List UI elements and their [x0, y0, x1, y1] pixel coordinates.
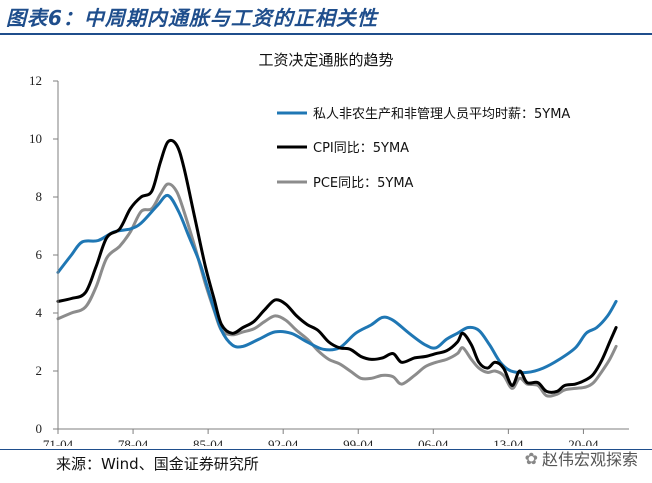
watermark-text: 赵伟宏观探索 [541, 450, 638, 469]
legend: 私人非农生产和非管理人员平均时薪：5YMA CPI同比：5YMA PCE同比：5YM… [277, 107, 570, 191]
y-tick-label: 2 [36, 363, 43, 378]
y-tick-label: 8 [36, 189, 43, 204]
y-tick-label: 0 [36, 421, 43, 436]
watermark: ✿ 赵伟宏观探索 [525, 446, 638, 470]
source-divider [0, 449, 652, 450]
series-line-cpi [56, 138, 618, 394]
title-underline [0, 33, 652, 35]
source-note: 来源：Wind、国金证券研究所 [56, 455, 259, 473]
y-tick-label: 6 [36, 247, 43, 262]
y-axis-ticks: 0 2 4 6 8 10 12 [29, 73, 58, 436]
legend-label-wages: 私人非农生产和非管理人员平均时薪：5YMA [313, 107, 570, 122]
axes: 71-04 78-04 85-04 92-04 99-04 06-04 13-04 20-04 [43, 81, 629, 446]
x-tick-label: 13-04 [493, 437, 524, 446]
series-lines [56, 138, 618, 398]
x-tick-label: 92-04 [268, 437, 299, 446]
x-tick-label: 06-04 [418, 437, 449, 446]
y-tick-label: 10 [29, 131, 42, 146]
x-tick-label: 99-04 [343, 437, 374, 446]
series-line-pce [56, 182, 618, 398]
series-line-wages [56, 193, 618, 375]
y-tick-label: 12 [29, 73, 42, 88]
x-tick-label: 85-04 [193, 437, 224, 446]
x-tick-label: 20-04 [568, 437, 599, 446]
legend-label-pce: PCE同比：5YMA [313, 176, 414, 191]
chart-title: 工资决定通胀的趋势 [258, 51, 393, 69]
y-tick-label: 4 [36, 305, 43, 320]
wechat-icon: ✿ [524, 448, 538, 468]
legend-label-cpi: CPI同比：5YMA [313, 141, 409, 156]
figure-title: 图表6：中周期内通胀与工资的正相关性 [6, 6, 378, 30]
x-tick-label: 78-04 [118, 437, 149, 446]
line-chart: 工资决定通胀的趋势 0 2 4 6 8 10 12 71-04 78-04 85-04 92-04… [29, 51, 629, 446]
x-tick-label: 71-04 [43, 437, 74, 446]
